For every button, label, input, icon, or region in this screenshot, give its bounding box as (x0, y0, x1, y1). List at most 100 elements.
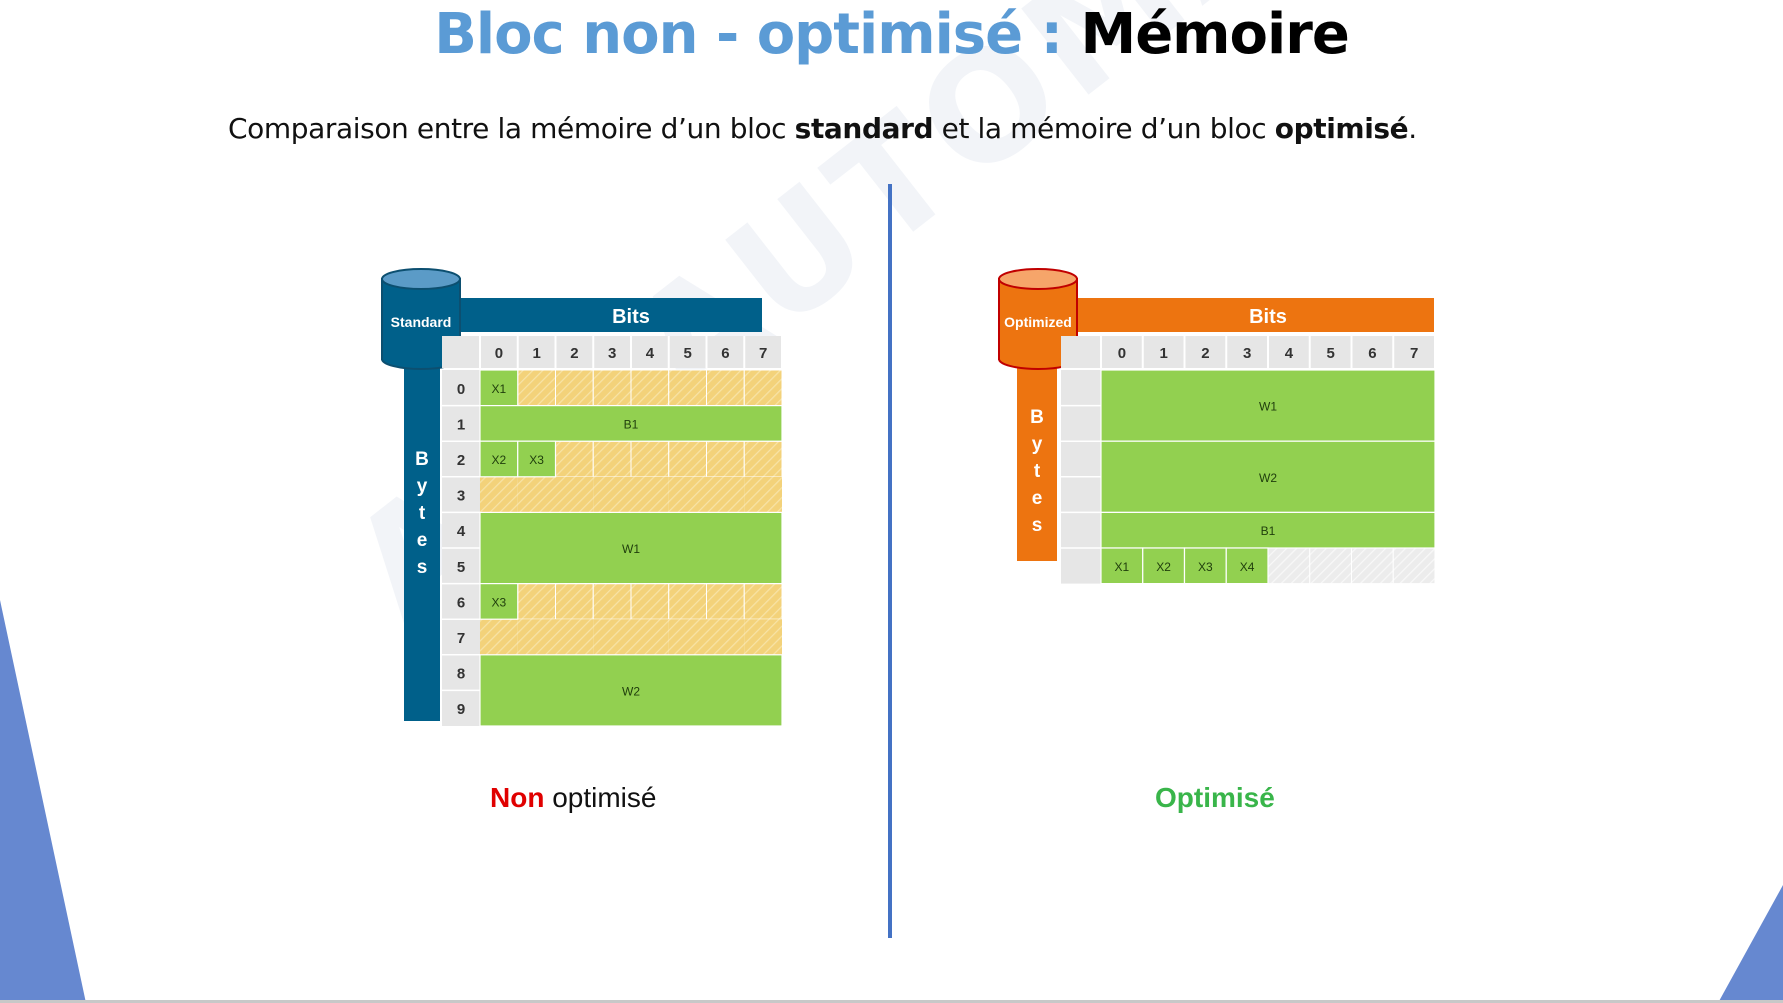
byte-number-label: 7 (457, 630, 465, 647)
unused-bit-cell (668, 440, 707, 478)
subtitle-text1: Comparaison entre la mémoire d’un bloc (228, 112, 795, 145)
unused-bit-cell (1267, 547, 1311, 585)
bytes-axis-letter: B (415, 449, 429, 470)
bit-number-label: 5 (683, 345, 691, 362)
memory-block-label: X4 (1240, 560, 1255, 574)
vertical-divider (888, 184, 892, 938)
unused-bit-cell (744, 476, 782, 513)
unused-bit-cell (592, 440, 632, 478)
byte-number-label: 3 (457, 488, 465, 505)
bit-number-label: 5 (1326, 345, 1334, 362)
bit-number-label: 0 (1118, 345, 1126, 362)
cylinder-label: Standard (391, 314, 452, 330)
bit-number-label: 6 (1368, 345, 1376, 362)
byte-number-label: 2 (457, 452, 465, 469)
unused-bit-cell (593, 476, 631, 513)
subtitle: Comparaison entre la mémoire d’un bloc s… (228, 112, 1417, 145)
bit-number-label: 4 (1285, 345, 1294, 362)
byte-number-label: 9 (457, 701, 465, 718)
unused-bit-cell (668, 369, 707, 407)
title-part2: Mémoire (1080, 2, 1349, 67)
memory-block-x4 (1225, 547, 1269, 585)
title-part1: Bloc non - optimisé : (434, 2, 1081, 67)
unused-bit-cell (743, 369, 783, 407)
unused-bit-cell (631, 476, 669, 513)
unused-bit-cell (744, 619, 782, 655)
unused-bit-cell (555, 619, 594, 655)
memory-block-label: B1 (624, 417, 639, 431)
unused-bit-cell (668, 583, 707, 620)
bit-number-label: 4 (646, 345, 655, 362)
subtitle-text3: . (1408, 112, 1417, 145)
memory-block-label: X2 (1156, 560, 1171, 574)
memory-block-label: X1 (492, 382, 507, 396)
byte-number-label: 5 (457, 559, 465, 576)
caption-non-rest: optimisé (544, 782, 657, 813)
unused-bit-cell (517, 369, 556, 407)
bit-number-label: 1 (532, 345, 540, 362)
memory-block-x2 (1142, 547, 1186, 585)
bits-header-label: Bits (612, 306, 650, 328)
bytes-axis-letter: s (417, 557, 428, 578)
memory-block-label: W1 (622, 542, 640, 556)
unused-bit-cell (517, 476, 556, 513)
subtitle-bold-standard: standard (794, 112, 934, 145)
unused-bit-cell (706, 619, 745, 655)
unused-bit-cell (743, 583, 783, 620)
memory-block-x3 (479, 583, 519, 620)
unused-bit-cell (630, 440, 670, 478)
bit-number-label: 7 (759, 345, 767, 362)
bits-header-bar (1077, 298, 1434, 332)
caption-non-word: Non (490, 782, 545, 813)
memory-block-label: X3 (1198, 560, 1213, 574)
caption-non-optimise: Non optimisé (490, 782, 656, 814)
unused-bit-cell (668, 619, 707, 655)
bit-number-label: 6 (721, 345, 729, 362)
unused-bit-cell (1351, 547, 1394, 585)
bit-number-label: 2 (1201, 345, 1209, 362)
bytes-axis-letter: s (1032, 515, 1043, 536)
bits-header-bar (460, 298, 762, 332)
caption-optimise: Optimisé (1155, 782, 1275, 813)
bit-number-label: 3 (608, 345, 616, 362)
bits-header-label: Bits (1249, 306, 1287, 328)
memory-block-x3 (1183, 547, 1227, 585)
memory-block-label: X2 (492, 453, 507, 467)
byte-number-label: 6 (457, 594, 465, 611)
memory-block-label: X1 (1115, 560, 1130, 574)
unused-bit-cell (743, 440, 783, 478)
bytes-axis-letter: y (1032, 434, 1043, 455)
unused-bit-cell (630, 369, 670, 407)
unused-bit-cell (630, 583, 670, 620)
bytes-axis-letter: y (417, 476, 428, 497)
memory-block-label: W1 (1259, 400, 1277, 414)
unused-bit-cell (480, 476, 518, 513)
memory-block-label: X3 (529, 453, 544, 467)
unused-bit-cell (555, 476, 594, 513)
unused-bit-cell (706, 476, 745, 513)
unused-bit-cell (555, 583, 594, 620)
cylinder-label: Optimized (1004, 314, 1072, 330)
unused-bit-cell (592, 583, 632, 620)
unused-bit-cell (1309, 547, 1352, 585)
unused-bit-cell (706, 369, 745, 407)
byte-number-label: 8 (457, 666, 465, 683)
memory-block-w1 (1100, 369, 1436, 442)
cylinder-top (381, 268, 461, 290)
bit-number-row (442, 336, 782, 368)
memory-block-label: W2 (1259, 471, 1277, 485)
memory-block-label: B1 (1261, 524, 1276, 538)
bit-number-label: 7 (1410, 345, 1418, 362)
unused-bit-cell (706, 440, 745, 478)
cylinder-top (998, 268, 1078, 290)
unused-bit-cell (592, 369, 632, 407)
unused-bit-cell (480, 619, 518, 655)
bit-number-label: 0 (495, 345, 503, 362)
bytes-axis-letter: B (1030, 407, 1044, 428)
bytes-axis-letter: e (1032, 488, 1043, 509)
unused-bit-cell (631, 619, 669, 655)
